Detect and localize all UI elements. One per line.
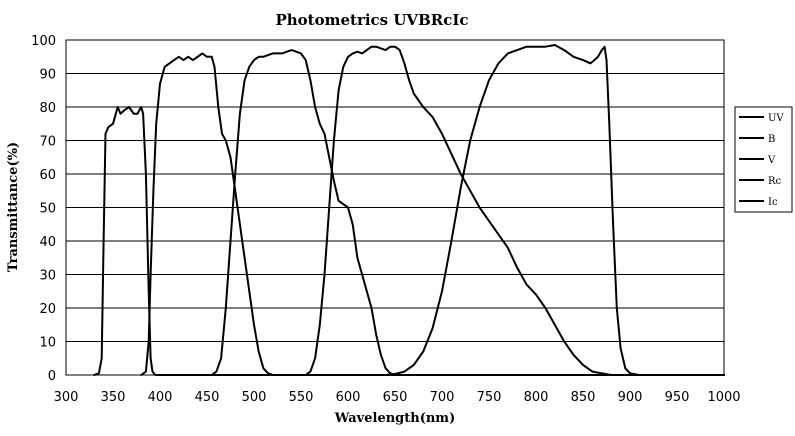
legend-label-b: B bbox=[768, 134, 775, 145]
x-tick-label: 900 bbox=[618, 390, 643, 405]
legend-label-ic: Ic bbox=[768, 197, 778, 208]
series-line-b bbox=[140, 52, 725, 376]
y-axis-label: Transmittance(%) bbox=[6, 142, 21, 272]
x-axis-label: Wavelength(nm) bbox=[334, 411, 455, 426]
x-tick-label: 400 bbox=[148, 390, 173, 405]
legend-label-rc: Rc bbox=[768, 176, 782, 187]
x-tick-label: 750 bbox=[477, 390, 502, 405]
x-tick-label: 850 bbox=[571, 390, 596, 405]
tick-labels: 0 10 20 30 40 50 60 70 80 90 100 300 350 400 450 500 550… bbox=[31, 34, 740, 405]
x-tick-label: 800 bbox=[524, 390, 549, 405]
y-tick-label: 100 bbox=[31, 34, 56, 49]
gridlines bbox=[66, 39, 724, 376]
x-tick-label: 500 bbox=[242, 390, 267, 405]
y-tick-label: 90 bbox=[39, 68, 56, 83]
x-tick-label: 450 bbox=[195, 390, 220, 405]
legend: UV BV Rc Ic bbox=[734, 106, 793, 213]
x-tick-label: 300 bbox=[54, 390, 79, 405]
legend-label-uv: UV bbox=[768, 113, 784, 124]
y-tick-label: 40 bbox=[39, 235, 56, 250]
chart-title: Photometrics UVBRcIc bbox=[275, 11, 468, 29]
series-line-rc bbox=[304, 45, 725, 376]
x-tick-label: 1000 bbox=[707, 390, 740, 405]
y-tick-label: 10 bbox=[39, 336, 56, 351]
x-tick-label: 550 bbox=[289, 390, 314, 405]
y-tick-label: 70 bbox=[39, 135, 56, 150]
x-tick-label: 600 bbox=[336, 390, 361, 405]
series-line-ic bbox=[384, 44, 725, 376]
series-lines bbox=[93, 44, 725, 376]
x-tick-label: 650 bbox=[383, 390, 408, 405]
y-tick-label: 20 bbox=[39, 302, 56, 317]
x-tick-label: 700 bbox=[430, 390, 455, 405]
series-line-uv bbox=[93, 106, 725, 376]
y-tick-label: 0 bbox=[48, 369, 56, 384]
y-tick-label: 30 bbox=[39, 269, 56, 284]
x-tick-label: 350 bbox=[101, 390, 126, 405]
x-tick-label: 950 bbox=[665, 390, 690, 405]
y-tick-label: 50 bbox=[39, 202, 56, 217]
legend-label-v: V bbox=[767, 155, 776, 166]
series-line-v bbox=[210, 49, 725, 376]
y-tick-label: 80 bbox=[39, 101, 56, 116]
y-tick-label: 60 bbox=[39, 168, 56, 183]
